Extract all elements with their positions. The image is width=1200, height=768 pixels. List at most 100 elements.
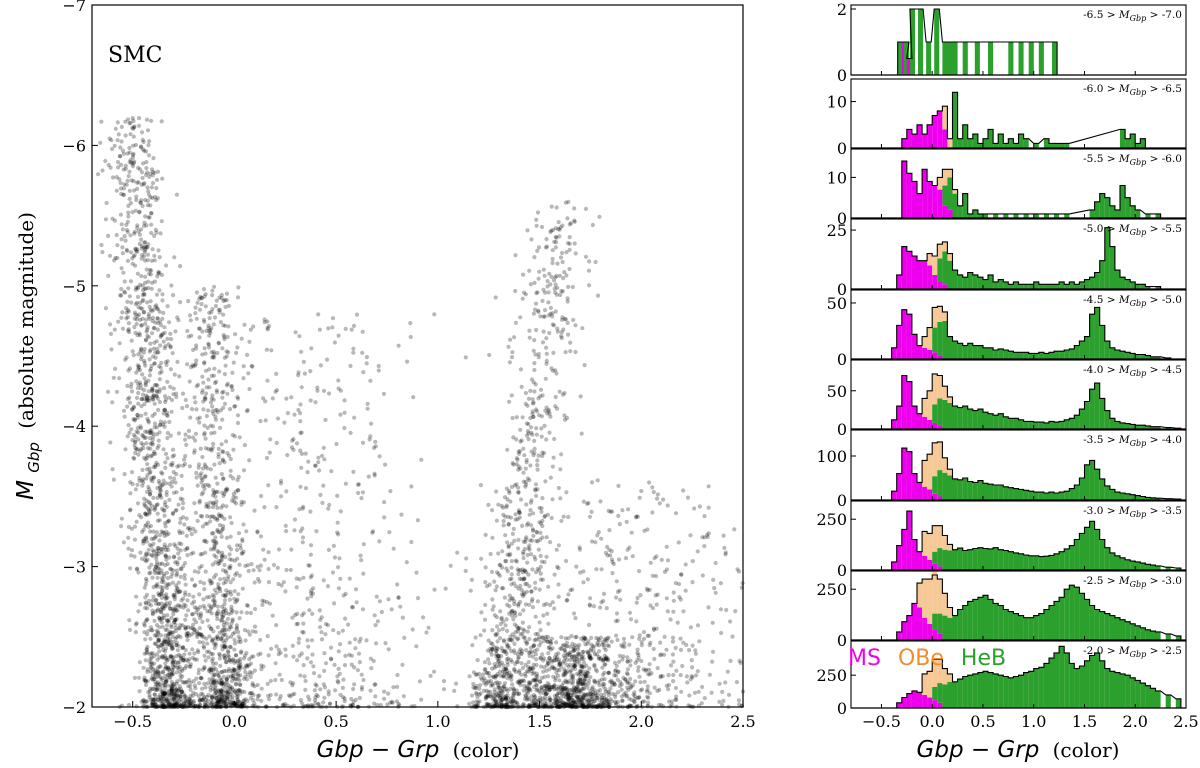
scatter-point — [152, 692, 157, 697]
scatter-point — [188, 687, 193, 692]
scatter-point — [532, 695, 537, 700]
scatter-point — [292, 528, 297, 533]
scatter-point — [163, 661, 168, 666]
scatter-point — [318, 687, 323, 692]
scatter-point — [557, 234, 562, 239]
scatter-point — [178, 264, 183, 269]
scatter-point — [145, 398, 150, 403]
scatter-point — [138, 349, 143, 354]
scatter-point — [602, 692, 607, 697]
scatter-point — [147, 542, 152, 547]
scatter-point — [401, 694, 406, 699]
scatter-point — [136, 364, 142, 369]
scatter-point — [155, 274, 160, 279]
scatter-point — [544, 535, 549, 540]
scatter-point — [550, 497, 555, 502]
scatter-point — [125, 308, 130, 313]
scatter-point — [527, 636, 532, 642]
scatter-point — [123, 119, 128, 124]
scatter-point — [147, 268, 153, 273]
scatter-point — [162, 407, 168, 412]
scatter-point — [683, 588, 688, 593]
scatter-point — [140, 283, 145, 288]
scatter-point — [137, 380, 142, 385]
scatter-point — [169, 683, 174, 689]
scatter-point — [172, 597, 177, 602]
scatter-point — [171, 386, 176, 391]
scatter-point — [530, 432, 535, 437]
scatter-point — [165, 618, 170, 624]
scatter-point — [139, 227, 144, 232]
scatter-point — [154, 303, 159, 308]
scatter-point — [313, 463, 318, 468]
scatter-point — [180, 506, 185, 511]
scatter-point — [527, 625, 532, 630]
scatter-point — [159, 495, 164, 500]
scatter-point — [299, 651, 304, 656]
scatter-point — [565, 320, 570, 325]
scatter-point — [176, 688, 181, 693]
scatter-point — [135, 482, 140, 487]
scatter-point — [233, 332, 238, 337]
scatter-point — [564, 415, 570, 421]
scatter-point — [152, 361, 157, 366]
scatter-point — [541, 602, 547, 608]
scatter-point — [199, 480, 204, 485]
scatter-point — [146, 279, 151, 284]
scatter-point — [537, 587, 542, 592]
scatter-point — [509, 559, 514, 564]
scatter-point — [540, 518, 545, 523]
scatter-point — [335, 493, 340, 498]
scatter-point — [273, 677, 278, 683]
scatter-point — [139, 323, 144, 328]
scatter-point — [554, 694, 559, 699]
scatter-point — [572, 219, 577, 224]
scatter-point — [553, 368, 558, 373]
scatter-point — [118, 145, 123, 150]
scatter-point — [139, 413, 144, 418]
scatter-point — [581, 649, 586, 654]
scatter-point — [155, 350, 160, 355]
scatter-point — [149, 553, 154, 558]
scatter-point — [566, 332, 571, 337]
scatter-point — [299, 465, 304, 470]
scatter-point — [114, 232, 119, 238]
scatter-point — [177, 684, 182, 689]
scatter-point — [402, 635, 407, 640]
scatter-point — [557, 227, 562, 232]
scatter-point — [177, 556, 182, 561]
scatter-point — [233, 688, 238, 693]
scatter-point — [504, 486, 509, 491]
scatter-point — [615, 589, 621, 595]
scatter-point — [234, 681, 239, 686]
scatter-point — [148, 430, 153, 435]
scatter-point — [169, 702, 174, 708]
scatter-point — [284, 489, 289, 494]
scatter-point — [171, 702, 176, 708]
scatter-point — [149, 211, 154, 216]
scatter-point — [180, 530, 185, 535]
scatter-point — [226, 350, 231, 355]
scatter-point — [141, 310, 146, 315]
scatter-point — [180, 645, 186, 650]
scatter-point — [147, 652, 153, 657]
scatter-point — [534, 291, 539, 296]
scatter-point — [549, 204, 554, 209]
scatter-point — [537, 505, 542, 511]
scatter-point — [124, 355, 129, 360]
scatter-point — [119, 222, 124, 227]
scatter-point — [239, 336, 244, 341]
scatter-point — [544, 237, 549, 242]
scatter-point — [155, 683, 160, 688]
scatter-point — [609, 678, 614, 683]
scatter-point — [541, 656, 547, 661]
scatter-point — [119, 191, 124, 197]
scatter-point — [166, 631, 171, 636]
scatter-point — [150, 686, 155, 691]
scatter-point — [230, 498, 235, 503]
scatter-point — [197, 702, 203, 707]
scatter-point — [221, 568, 226, 573]
scatter-point — [186, 608, 191, 613]
scatter-point — [149, 676, 154, 681]
scatter-point — [595, 293, 601, 298]
